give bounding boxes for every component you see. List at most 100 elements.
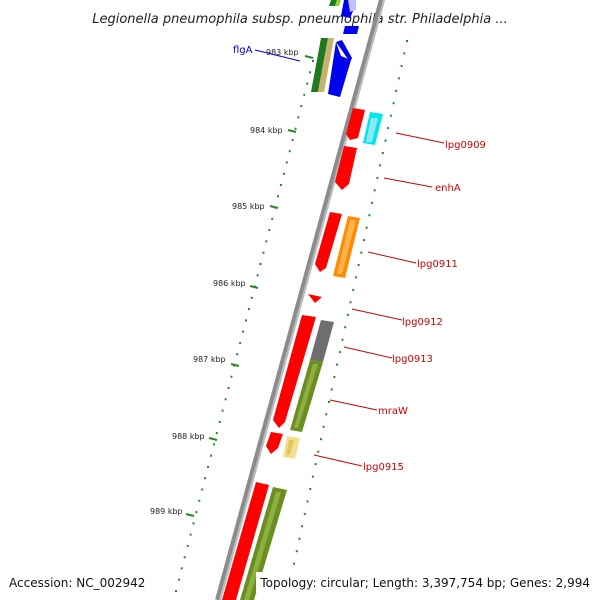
feature-lpg0911-red (315, 212, 342, 272)
inner-dot (303, 93, 306, 96)
summary-text: Topology: circular; Length: 3,397,754 bp… (259, 576, 590, 590)
outer-dot (346, 313, 349, 316)
outer-dot (344, 326, 347, 329)
inner-dot (291, 138, 294, 141)
gene-label-lpg0909: lpg0909 (445, 140, 486, 151)
outer-dot (397, 77, 400, 80)
inner-dot (297, 116, 300, 119)
inner-dot (282, 172, 285, 175)
gene-label-mraw: mraW (378, 406, 408, 417)
accession-text: Accession: NC_002942 (9, 576, 145, 590)
outer-dot (357, 264, 360, 266)
outer-dot (314, 463, 317, 466)
tick-label-983: 983 kbp (266, 48, 299, 57)
inner-dot (210, 454, 212, 457)
gc-skew-dots (175, 40, 408, 592)
footer-right-bg (256, 572, 596, 592)
tick-label-989: 989 kbp (150, 507, 183, 516)
feature-flga (311, 38, 328, 92)
inner-dot (230, 375, 233, 378)
feature-top-blue-2 (343, 26, 359, 34)
outer-dot (392, 102, 395, 105)
feature-top-green (329, 0, 337, 6)
gene-label-lpg0915: lpg0915 (363, 462, 404, 473)
inner-dot (215, 432, 218, 435)
outer-dot (320, 438, 322, 441)
outer-dot (338, 351, 341, 354)
inner-dot (300, 105, 303, 108)
inner-dot (247, 308, 250, 311)
inner-dot (277, 195, 279, 198)
outer-dot (309, 488, 312, 490)
feature-bottom-red (222, 482, 269, 600)
outer-dot (363, 239, 365, 242)
inner-dot (198, 499, 201, 502)
inner-dot (189, 533, 192, 536)
inner-dot (242, 330, 244, 333)
inner-dot (285, 161, 288, 164)
inner-dot (192, 522, 195, 525)
backbone (215, 0, 385, 600)
outer-dot (322, 425, 325, 428)
inner-dot (239, 341, 242, 344)
inner-dot (236, 353, 239, 356)
inner-dot (250, 296, 253, 299)
inner-dot (218, 420, 221, 423)
outer-dot (381, 152, 384, 154)
outer-dot (301, 525, 304, 528)
footer-left-bg (4, 572, 156, 592)
feature-long-red (273, 315, 316, 428)
feature-lpg0915-red (266, 432, 283, 454)
outer-dot (341, 338, 344, 341)
outer-dot (354, 276, 357, 279)
inner-dot (204, 477, 207, 480)
inner-dot (212, 443, 215, 446)
feature-top-lime (335, 0, 341, 6)
outer-dot (311, 475, 314, 478)
outer-dot (333, 376, 336, 378)
gene-label-lpg0911: lpg0911 (417, 259, 458, 270)
gene-label-flga: flgA (233, 45, 253, 56)
inner-dot (259, 263, 262, 265)
outer-dot (360, 251, 363, 254)
outer-dot (368, 214, 371, 217)
inner-dot (183, 556, 186, 559)
outer-dot (328, 400, 330, 403)
inner-dot (268, 229, 271, 232)
inner-dot (177, 578, 180, 581)
tick-marks (185, 55, 314, 517)
inner-dot (175, 590, 177, 592)
outer-dot (384, 139, 387, 142)
gene-label-lpg0913: lpg0913 (392, 354, 433, 365)
gene-label-lpg0912: lpg0912 (402, 317, 443, 328)
tick-label-985: 985 kbp (232, 202, 265, 211)
inner-dot (186, 544, 189, 547)
feature-blue-arrow (328, 42, 351, 97)
outer-dot (379, 164, 382, 167)
feature-lpg0909-red (346, 108, 365, 140)
inner-dot (201, 488, 204, 491)
inner-dot (245, 319, 247, 322)
outer-dot (400, 64, 403, 67)
tick-label-984: 984 kbp (250, 126, 283, 135)
outer-dot (317, 450, 320, 453)
inner-dot (271, 217, 274, 220)
outer-dot (376, 176, 379, 179)
outer-dot (298, 537, 301, 540)
tick-label-986: 986 kbp (213, 279, 246, 288)
inner-dot (221, 409, 224, 412)
outer-dot (406, 40, 408, 42)
feature-enha (335, 146, 357, 190)
inner-dot (306, 82, 309, 85)
outer-dot (303, 512, 306, 515)
inner-dot (227, 387, 230, 389)
inner-dot (207, 466, 210, 468)
map-title: Legionella pneumophila subsp. pneumophil… (92, 12, 508, 27)
inner-dot (294, 127, 297, 130)
outer-dot (395, 89, 398, 92)
inner-dot (256, 274, 259, 277)
inner-dot (288, 150, 291, 153)
gene-features (222, 0, 383, 600)
leader-lines (254, 49, 445, 467)
